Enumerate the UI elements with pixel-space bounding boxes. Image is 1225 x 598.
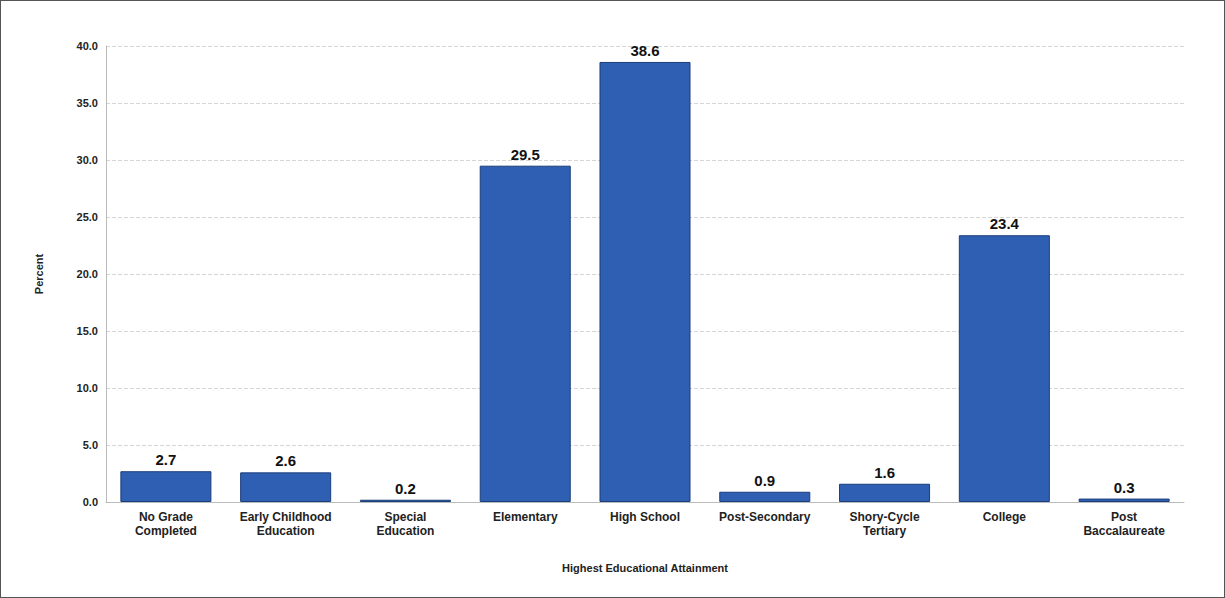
svg-text:0.2: 0.2	[395, 480, 416, 497]
svg-text:College: College	[983, 510, 1027, 524]
svg-text:25.0: 25.0	[77, 211, 98, 223]
svg-text:0.3: 0.3	[1114, 479, 1135, 496]
svg-text:2.6: 2.6	[275, 452, 296, 469]
svg-text:23.4: 23.4	[990, 215, 1020, 232]
svg-text:Completed: Completed	[135, 524, 197, 538]
svg-text:Highest Educational Attainment: Highest Educational Attainment	[562, 562, 728, 574]
svg-text:No Grade: No Grade	[139, 510, 193, 524]
svg-text:10.0: 10.0	[77, 382, 98, 394]
svg-text:35.0: 35.0	[77, 97, 98, 109]
svg-text:2.7: 2.7	[155, 451, 176, 468]
svg-text:Early Childhood: Early Childhood	[240, 510, 332, 524]
svg-text:Post-Secondary: Post-Secondary	[719, 510, 811, 524]
svg-text:1.6: 1.6	[874, 464, 895, 481]
svg-text:40.0: 40.0	[77, 40, 98, 52]
svg-text:Education: Education	[376, 524, 434, 538]
svg-text:38.6: 38.6	[630, 42, 659, 59]
svg-text:Elementary: Elementary	[493, 510, 558, 524]
svg-text:Baccalaureate: Baccalaureate	[1083, 524, 1165, 538]
svg-text:5.0: 5.0	[83, 439, 98, 451]
svg-text:Post: Post	[1111, 510, 1137, 524]
svg-text:0.9: 0.9	[754, 472, 775, 489]
svg-text:High School: High School	[610, 510, 680, 524]
svg-text:Percent: Percent	[33, 253, 45, 294]
svg-text:20.0: 20.0	[77, 268, 98, 280]
svg-text:0.0: 0.0	[83, 496, 98, 508]
svg-text:Tertiary: Tertiary	[863, 524, 906, 538]
svg-text:29.5: 29.5	[511, 146, 540, 163]
svg-text:Special: Special	[384, 510, 426, 524]
svg-text:30.0: 30.0	[77, 154, 98, 166]
svg-text:15.0: 15.0	[77, 325, 98, 337]
svg-text:Education: Education	[257, 524, 315, 538]
svg-text:Shory-Cycle: Shory-Cycle	[850, 510, 920, 524]
